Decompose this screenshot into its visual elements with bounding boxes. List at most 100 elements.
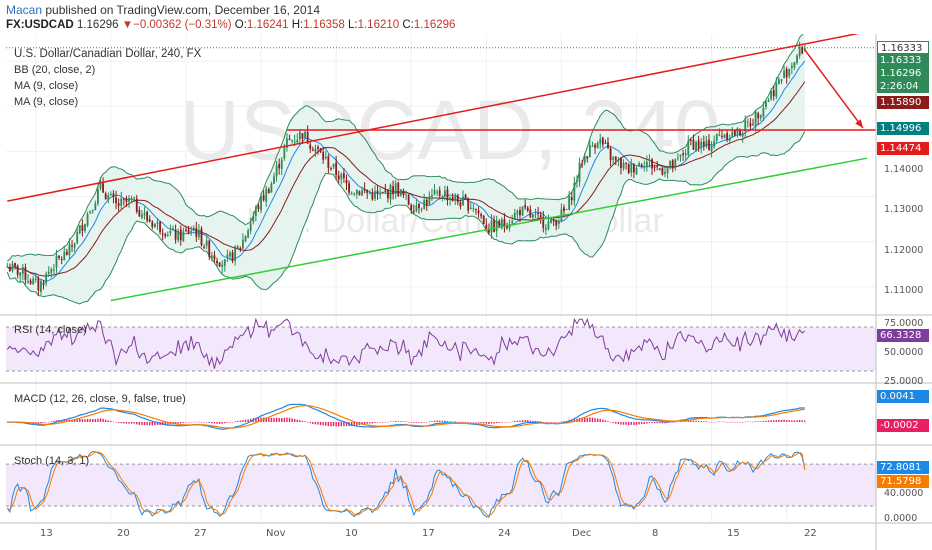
candle-body [78, 225, 81, 234]
macd-hist-bar [299, 420, 301, 422]
candle-body [428, 196, 431, 205]
candle-body [487, 228, 490, 233]
candle-body [203, 246, 205, 248]
candle-body [40, 281, 42, 292]
candle-body [16, 265, 19, 275]
time-axis-label: 22 [804, 528, 817, 539]
candle-body [702, 141, 705, 146]
stoch-d-tag: 71.5798 [877, 475, 929, 488]
macd-hist-bar [81, 419, 84, 422]
macd-hist-bar [180, 422, 182, 424]
macd-hist-bar [423, 422, 425, 423]
candle-body [477, 210, 480, 214]
candle-body [355, 189, 358, 195]
candle-body [759, 115, 762, 118]
legend-macd[interactable]: MACD (12, 26, close, 9, false, true) [14, 393, 186, 405]
macd-hist-bar [211, 422, 213, 424]
candle-body [736, 128, 739, 134]
macd-hist-bar [754, 421, 757, 422]
legend-stoch[interactable]: Stoch (14, 3, 1) [14, 455, 90, 467]
rsi-band [6, 327, 876, 371]
candle-body [638, 163, 640, 167]
candle-body [311, 149, 314, 151]
macd-hist-bar [213, 422, 216, 424]
macd-hist-bar [48, 421, 50, 423]
candle-body [236, 246, 239, 248]
price-tag-upper-band: 1.16333 [877, 54, 929, 67]
macd-hist-bar [666, 422, 669, 424]
symbol-label[interactable]: FX:USDCAD [6, 19, 74, 31]
legend-ma-1[interactable]: MA (9, close) [14, 80, 79, 92]
pane-dividers[interactable] [0, 34, 932, 550]
macd-hist-bar [532, 420, 534, 422]
macd-hist-bar [428, 421, 431, 423]
macd-hist-tag: -0.0002 [877, 419, 929, 432]
macd-hist-bar [767, 420, 770, 422]
candle-body [107, 195, 110, 200]
candle-body [689, 139, 692, 141]
time-axis-label: 10 [345, 528, 358, 539]
author-link[interactable]: Macan [6, 3, 43, 17]
legend-ma-2[interactable]: MA (9, close) [14, 96, 79, 108]
candle-body [433, 190, 436, 195]
macd-hist-bar [780, 419, 783, 422]
candle-body [464, 194, 467, 199]
macd-hist-bar [521, 420, 524, 422]
macd-hist-bar [633, 422, 635, 426]
macd-hist-bar [762, 421, 765, 422]
candle-body [563, 207, 565, 212]
close-value: 1.16296 [413, 19, 456, 31]
macd-hist-bar [242, 420, 244, 422]
candle-body [293, 141, 296, 143]
macd-hist-bar [749, 421, 752, 423]
macd-hist-bar [462, 421, 464, 423]
candle-body [374, 191, 376, 199]
macd-hist-bar [594, 418, 596, 422]
macd-hist-bar [244, 419, 247, 422]
candle-body [697, 140, 700, 148]
candle-body [596, 142, 599, 149]
macd-hist-bar [413, 422, 415, 423]
candle-body [547, 221, 550, 230]
price-chart[interactable]: USDCAD, 240 U.S. Dollar/Canadian Dollar [0, 34, 932, 550]
candle-body [146, 211, 149, 221]
macd-hist-bar [625, 422, 627, 425]
candle-body [231, 252, 234, 262]
macd-hist-bar [283, 417, 286, 422]
macd-hist-bar [640, 422, 643, 425]
macd-hist-bar [353, 422, 355, 426]
macd-hist-bar [656, 422, 658, 424]
macd-hist-bar [604, 420, 607, 422]
candle-body [179, 229, 182, 241]
legend-bb[interactable]: BB (20, close, 2) [14, 64, 96, 76]
macd-hist-bar [335, 422, 337, 427]
macd-hist-bar [314, 422, 317, 425]
macd-hist-bar [371, 422, 374, 424]
macd-hist-bar [89, 418, 91, 422]
macd-hist-bar [143, 422, 146, 426]
macd-hist-bar [384, 421, 387, 423]
macd-hist-bar [684, 421, 687, 422]
trend-drawings[interactable] [6, 34, 876, 302]
macd-hist-bar [609, 422, 612, 423]
candle-body [578, 162, 581, 182]
candle-body [721, 135, 723, 137]
candle-body [609, 148, 612, 161]
macd-hist-bar [439, 420, 441, 422]
legend-rsi[interactable]: RSI (14, close) [14, 324, 87, 336]
macd-hist-bar [182, 422, 185, 423]
candle-body [340, 174, 343, 180]
candle-body [423, 199, 426, 209]
macd-hist-bar [255, 417, 257, 422]
macd-hist-bar [133, 422, 135, 424]
candle-body [402, 190, 405, 195]
macd-hist-bar [92, 419, 94, 422]
macd-hist-bar [804, 420, 806, 422]
macd-hist-bar [493, 422, 495, 424]
candle-body [192, 227, 195, 231]
candle-body [148, 219, 151, 222]
candle-body [298, 131, 301, 140]
macd-hist-bar [55, 420, 58, 422]
candle-body [591, 145, 594, 147]
candle-body [223, 259, 226, 266]
